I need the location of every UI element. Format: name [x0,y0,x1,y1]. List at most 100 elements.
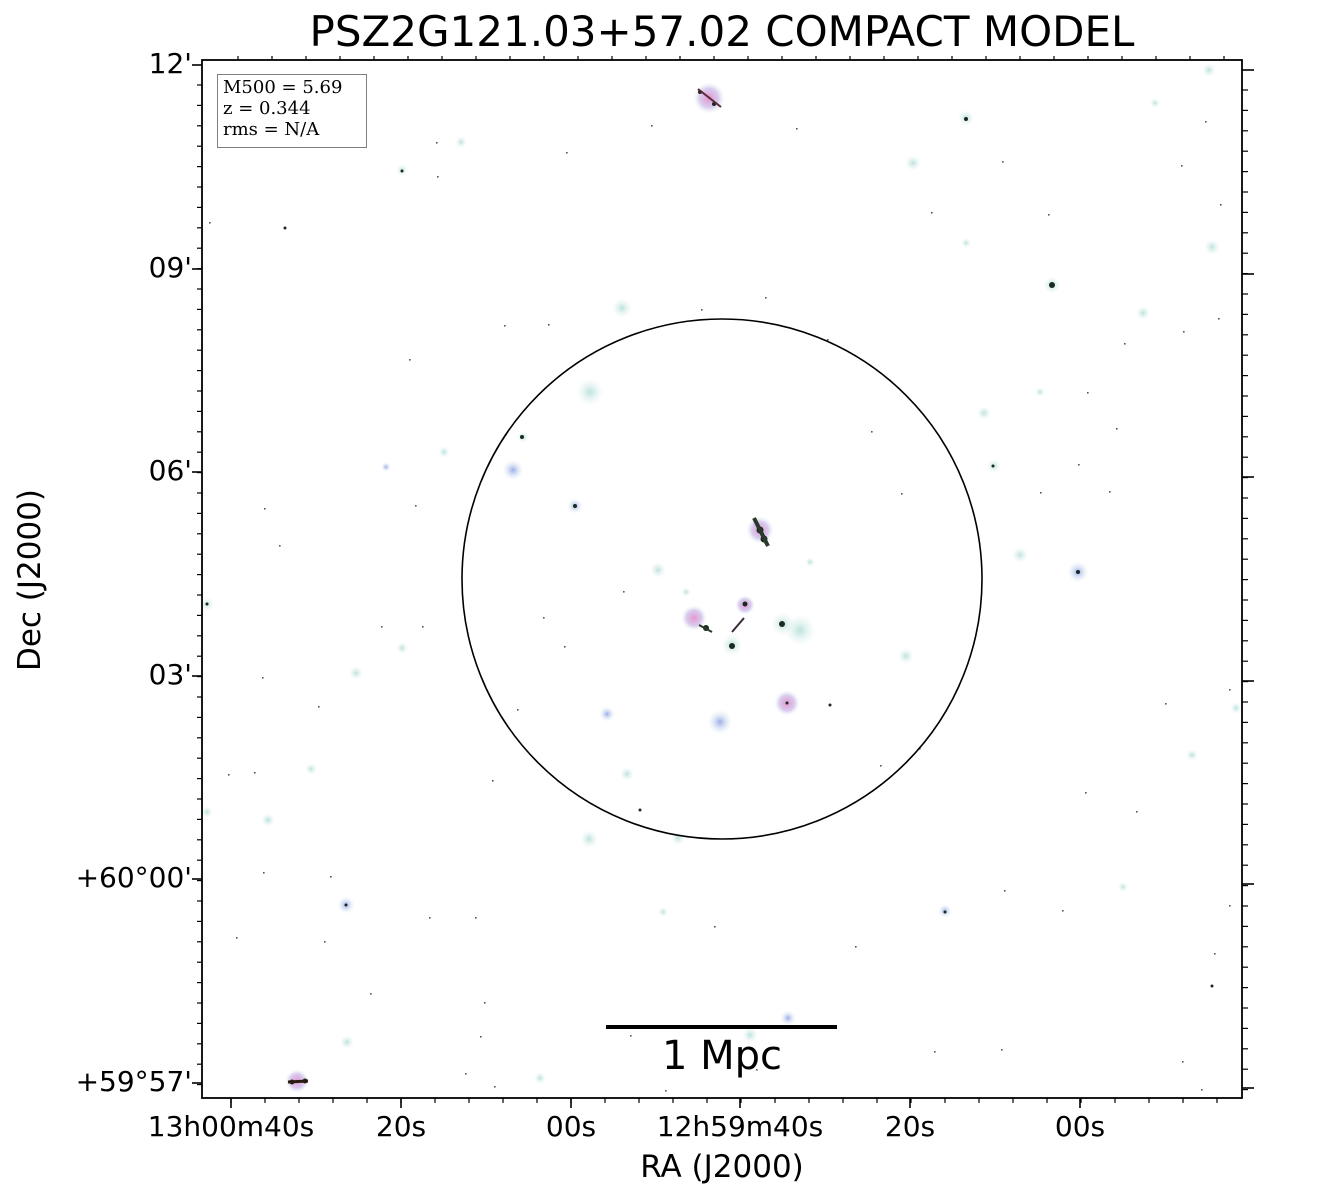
noise-speck [796,128,798,130]
radio-source-core [991,464,995,468]
cluster-info-box: M500 = 5.69 z = 0.344 rms = N/A [217,74,367,148]
noise-speck [855,946,857,948]
noise-speck [1165,703,1167,705]
noise-speck [1229,905,1231,907]
radio-source-glow [1150,98,1160,108]
radio-source-glow [681,605,707,631]
axis-ticks [192,56,1254,1108]
noise-speck [228,774,230,776]
radio-source-glow [961,238,971,248]
noise-speck [263,872,265,874]
radio-source-glow [1204,239,1220,255]
radio-source-core [1049,282,1055,288]
noise-speck [436,142,438,144]
xtick-label: 20s [375,1110,427,1143]
noise-speck [901,493,903,495]
radio-source-core [779,621,785,627]
noise-speck [1218,318,1220,320]
noise-speck [1220,204,1222,206]
noise-speck [381,626,383,628]
ytick-label: +60°00' [75,861,192,894]
radio-source-glow [977,406,991,420]
xtick-label: 00s [545,1110,597,1143]
radio-source-glow [340,1035,354,1049]
radio-jet [697,88,722,108]
radio-source-glow [707,709,733,735]
noise-speck [1229,689,1231,691]
ytick-label: 12' [148,47,192,80]
ytick-label: 06' [148,454,192,487]
radio-source-glow [381,462,391,472]
ytick-label: 03' [148,658,192,691]
noise-speck [1205,121,1207,123]
noise-speck [934,1051,936,1053]
noise-speck [564,646,566,648]
y-axis-label: Dec (J2000) [12,488,48,672]
radio-jet [698,624,713,633]
noise-speck [422,626,424,628]
redshift-text: z = 0.344 [223,98,311,119]
radio-source-glow [305,763,317,775]
radio-source-core [1210,984,1214,988]
plot-title: PSZ2G121.03+57.02 COMPACT MODEL [309,7,1135,56]
radio-source-glow [742,1027,758,1043]
radio-source-core [520,435,524,439]
noise-speck [701,309,703,311]
radio-source-core [205,602,209,606]
radio-source-core [964,117,968,121]
radio-source-core [729,643,735,649]
noise-speck [264,508,266,510]
radio-source-core [742,601,748,607]
radio-source-glow [1035,387,1045,397]
xtick-label: 20s [884,1110,936,1143]
radio-source-glow [1136,306,1150,320]
rms-text: rms = N/A [223,119,320,140]
noise-speck [480,1036,482,1038]
radio-source-glow [580,830,598,848]
noise-speck [665,1090,667,1092]
radio-source-core [283,226,287,230]
ytick-label: 09' [148,251,192,284]
noise-speck [1214,953,1216,955]
radio-source-glow [502,459,524,481]
radio-source-glow [681,587,691,597]
noise-speck [330,876,332,878]
radio-source-glow [455,136,467,148]
ytick-label: +59°57' [75,1065,192,1098]
xtick-label: 13h00m40s [147,1110,315,1143]
x-axis-label: RA (J2000) [640,1149,804,1185]
radio-jet [752,517,770,547]
radio-source-core [638,808,642,812]
noise-speck [437,176,439,178]
radio-source-glow [650,562,666,578]
noise-speck [429,917,431,919]
mass-text: M500 = 5.69 [223,77,343,98]
noise-speck [475,917,477,919]
noise-speck [409,359,411,361]
noise-speck [484,1002,486,1004]
noise-speck [827,339,829,341]
noise-speck [623,591,625,593]
radio-source-glow [396,642,408,654]
radio-source-glow [898,648,914,664]
xtick-label: 12h59m40s [656,1110,824,1143]
noise-speck [318,706,320,708]
radio-source-glow [658,907,668,917]
noise-speck [1109,491,1111,493]
noise-speck [1078,464,1080,466]
noise-speck [1183,331,1185,333]
noise-speck [880,765,882,767]
noise-speck [1062,910,1064,912]
radio-source-core [1076,570,1080,574]
noise-speck [630,1035,632,1037]
radio-source-glow [784,614,816,646]
noise-speck [1201,1089,1203,1091]
noise-speck [494,1086,496,1088]
noise-speck [1182,1061,1184,1063]
radio-source-glow [1202,63,1216,77]
noise-speck [566,152,568,154]
radio-source-glow [576,378,604,406]
noise-speck [209,222,211,224]
noise-speck [1136,811,1138,813]
